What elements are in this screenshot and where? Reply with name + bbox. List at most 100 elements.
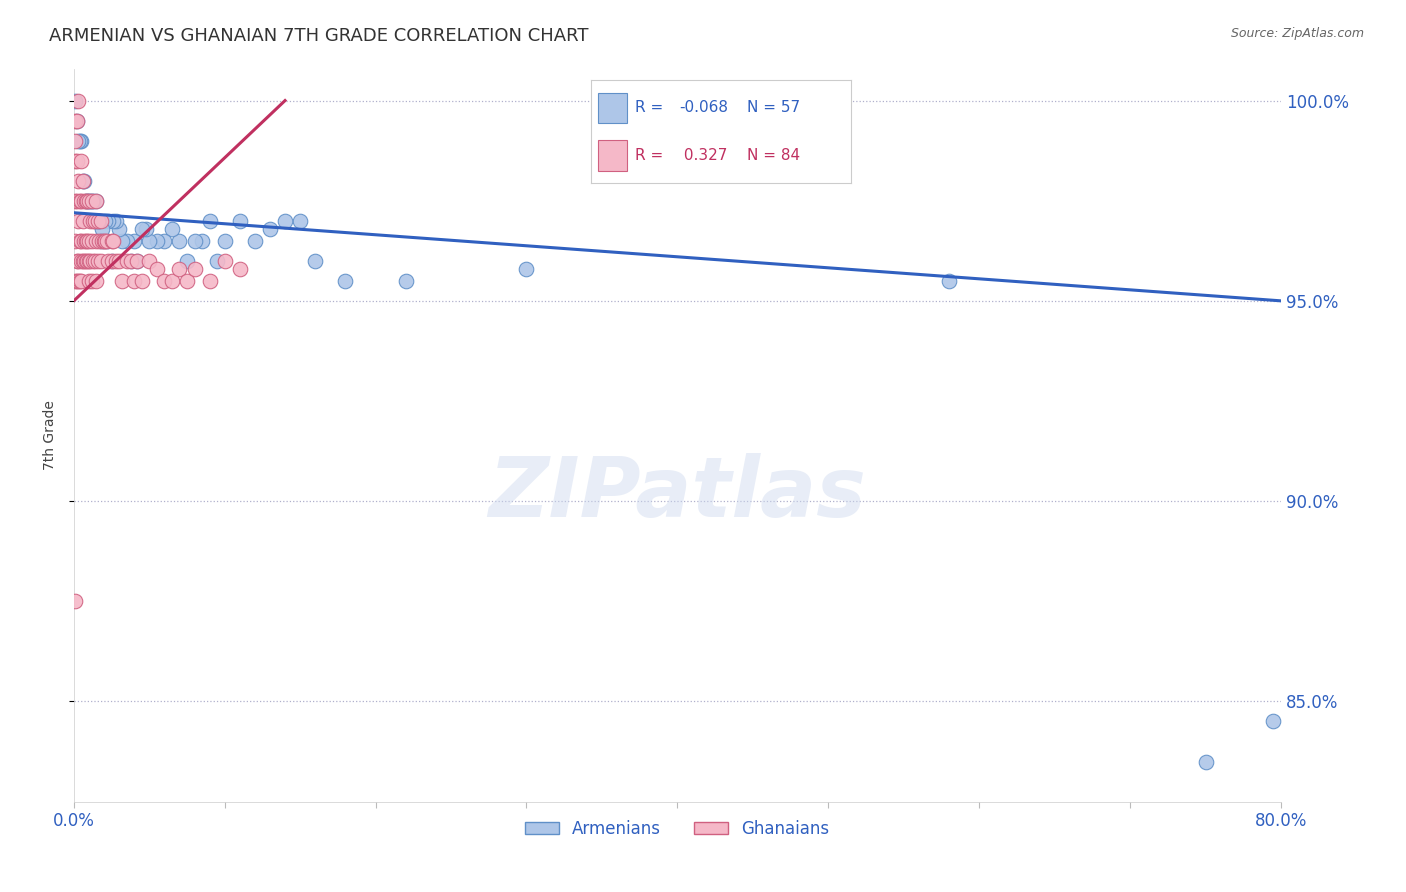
Point — [69, 274, 91, 288]
Point — [111, 274, 134, 288]
Point — [66, 274, 89, 288]
Point — [176, 253, 198, 268]
Point — [90, 253, 112, 268]
Point — [153, 234, 176, 248]
Point — [69, 234, 91, 248]
Point — [65, 113, 87, 128]
Point — [89, 213, 111, 227]
Point — [122, 234, 145, 248]
Point — [97, 253, 120, 268]
Point — [70, 274, 93, 288]
Point — [75, 194, 97, 208]
Point — [97, 213, 120, 227]
Point — [82, 213, 104, 227]
Point — [79, 253, 101, 268]
Point — [100, 253, 122, 268]
Point — [86, 234, 108, 248]
Point — [1194, 755, 1216, 769]
Point — [91, 234, 114, 248]
Point — [67, 174, 90, 188]
Point — [191, 234, 214, 248]
Point — [938, 274, 960, 288]
Text: N = 84: N = 84 — [747, 148, 800, 162]
Point — [169, 234, 191, 248]
Point — [73, 234, 96, 248]
Legend: Armenians, Ghanaians: Armenians, Ghanaians — [519, 814, 837, 845]
Point — [86, 194, 108, 208]
Point — [105, 253, 128, 268]
Point — [70, 134, 93, 148]
Point — [146, 234, 169, 248]
Point — [65, 234, 87, 248]
Point — [89, 234, 111, 248]
Point — [76, 194, 98, 208]
Point — [131, 274, 153, 288]
Point — [80, 274, 103, 288]
Point — [108, 221, 131, 235]
Point — [67, 213, 90, 227]
Point — [214, 253, 236, 268]
FancyBboxPatch shape — [599, 140, 627, 170]
Point — [94, 234, 117, 248]
Point — [288, 213, 311, 227]
Point — [176, 274, 198, 288]
Point — [76, 253, 98, 268]
Point — [73, 174, 96, 188]
Point — [76, 234, 98, 248]
Point — [65, 194, 87, 208]
Point — [120, 253, 142, 268]
Point — [198, 274, 221, 288]
Point — [72, 174, 94, 188]
Point — [80, 194, 103, 208]
Point — [96, 234, 118, 248]
Point — [76, 194, 98, 208]
Point — [82, 194, 104, 208]
Point — [73, 194, 96, 208]
Point — [65, 594, 87, 608]
Point — [66, 253, 89, 268]
Point — [72, 213, 94, 227]
Text: R =: R = — [634, 101, 664, 115]
Point — [335, 274, 357, 288]
Point — [75, 253, 97, 268]
Point — [304, 253, 326, 268]
Point — [77, 194, 100, 208]
Point — [138, 253, 160, 268]
Point — [70, 153, 93, 168]
Point — [105, 213, 128, 227]
Point — [67, 274, 90, 288]
Y-axis label: 7th Grade: 7th Grade — [44, 401, 58, 470]
Point — [122, 274, 145, 288]
Point — [70, 253, 93, 268]
Text: -0.068: -0.068 — [679, 101, 728, 115]
Point — [70, 234, 93, 248]
Point — [73, 253, 96, 268]
Text: ARMENIAN VS GHANAIAN 7TH GRADE CORRELATION CHART: ARMENIAN VS GHANAIAN 7TH GRADE CORRELATI… — [49, 27, 589, 45]
Point — [69, 134, 91, 148]
Point — [66, 153, 89, 168]
Point — [93, 234, 115, 248]
Point — [84, 253, 107, 268]
Text: Source: ZipAtlas.com: Source: ZipAtlas.com — [1230, 27, 1364, 40]
Point — [72, 174, 94, 188]
Point — [243, 234, 266, 248]
Point — [101, 213, 124, 227]
Point — [77, 253, 100, 268]
Point — [96, 234, 118, 248]
Point — [66, 113, 89, 128]
Point — [127, 253, 149, 268]
Point — [66, 194, 89, 208]
Point — [82, 253, 104, 268]
Point — [259, 221, 281, 235]
Point — [101, 234, 124, 248]
Point — [67, 94, 90, 108]
FancyBboxPatch shape — [599, 93, 627, 123]
Point — [160, 221, 183, 235]
Point — [120, 253, 142, 268]
Point — [75, 234, 97, 248]
Point — [77, 234, 100, 248]
Point — [100, 253, 122, 268]
Point — [183, 234, 205, 248]
Point — [67, 253, 90, 268]
Point — [65, 94, 87, 108]
